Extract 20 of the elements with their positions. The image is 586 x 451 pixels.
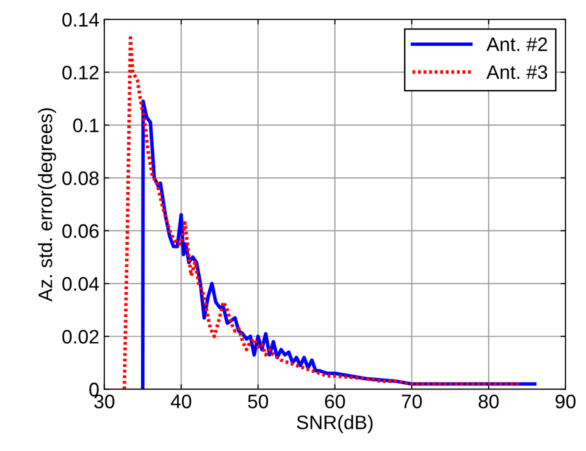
line-series xyxy=(122,36,522,390)
x-tick-label: 60 xyxy=(325,394,345,408)
y-tick-label: 0.1 xyxy=(73,118,98,132)
legend-label: Ant. #3 xyxy=(486,65,548,80)
x-tick-label: 90 xyxy=(556,394,576,408)
x-tick-label: 50 xyxy=(248,394,268,408)
x-tick-label: 70 xyxy=(402,394,422,408)
legend-label: Ant. #2 xyxy=(486,37,548,52)
x-tick-label: 80 xyxy=(478,394,499,408)
y-tick-label: 0.14 xyxy=(62,12,99,27)
y-tick-label: 0.04 xyxy=(62,277,99,291)
y-tick-label: 0 xyxy=(89,382,99,396)
x-tick-label: 40 xyxy=(170,394,192,408)
x-tick-label: 30 xyxy=(94,394,114,408)
y-tick-label: 0.06 xyxy=(62,224,99,238)
x-axis-title: SNR(dB) xyxy=(296,414,373,434)
y-tick-label: 0.12 xyxy=(62,66,98,80)
y-tick-label: 0.02 xyxy=(62,330,98,344)
y-tick-label: 0.08 xyxy=(62,171,99,186)
y-axis-title: Az. std. error(degrees) xyxy=(38,108,56,302)
